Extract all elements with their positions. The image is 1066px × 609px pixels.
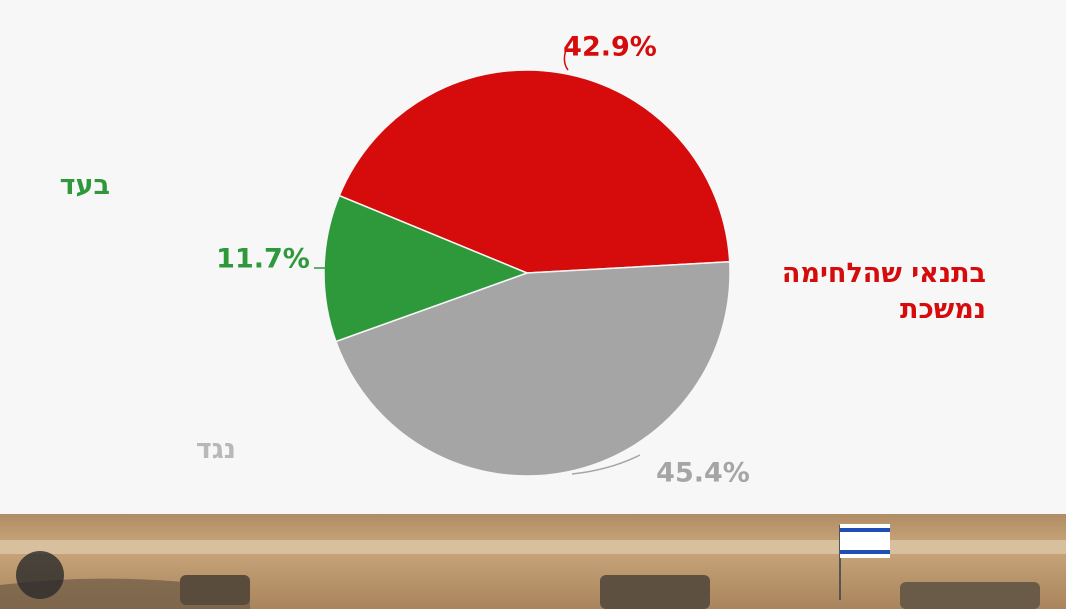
value-label: 11.7% bbox=[216, 244, 310, 275]
pie-slice bbox=[338, 69, 731, 274]
photo-strip bbox=[0, 514, 1066, 609]
value-label: 42.9% bbox=[563, 32, 657, 63]
pie bbox=[323, 69, 731, 477]
category-label: בתנאי שהלחימה נמשכת bbox=[781, 258, 986, 325]
value-label: 45.4% bbox=[656, 458, 750, 489]
pie-slice bbox=[334, 261, 731, 477]
category-label: נגד bbox=[195, 434, 236, 465]
category-label: בעד bbox=[59, 170, 110, 201]
leaders bbox=[314, 49, 641, 475]
